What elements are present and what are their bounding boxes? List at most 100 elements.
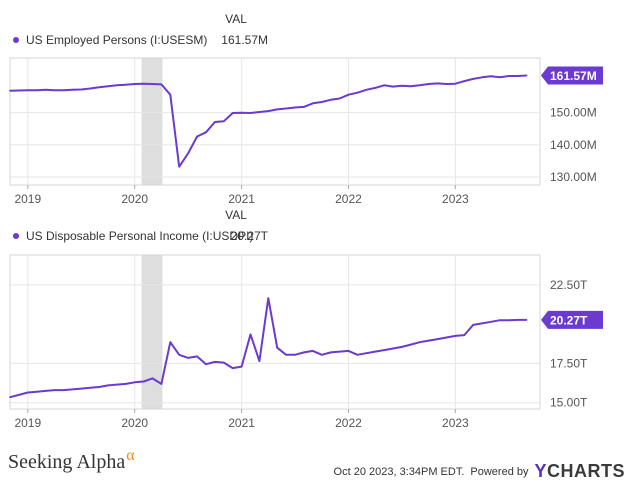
data-point (223, 120, 225, 123)
data-point (71, 89, 74, 91)
series-line (9, 74, 527, 168)
data-point (249, 333, 252, 336)
data-point (490, 75, 492, 78)
data-point (383, 349, 385, 351)
data-point (374, 350, 377, 353)
data-point (249, 112, 252, 114)
data-point (205, 363, 207, 366)
data-point (231, 367, 234, 369)
data-point (18, 394, 20, 396)
data-point (196, 355, 198, 358)
data-point (62, 389, 65, 391)
data-point (436, 82, 439, 85)
data-point (178, 354, 180, 356)
x-tick-label: 2021 (228, 192, 255, 206)
data-point (499, 319, 501, 322)
data-point (481, 76, 483, 79)
data-point (258, 360, 261, 362)
column-header: VAL (225, 208, 247, 222)
legend-series-name: US Employed Persons (I:USESM) (26, 33, 207, 47)
recession-band (141, 255, 163, 409)
data-point (71, 388, 74, 391)
y-tick-label: 17.50T (550, 356, 588, 370)
data-point (463, 334, 466, 336)
data-point (44, 89, 47, 91)
data-point (329, 351, 332, 354)
series-line (9, 297, 527, 399)
footer-attribution: Oct 20 2023, 3:34PM EDT. Powered by YCHA… (334, 461, 625, 482)
x-tick-label: 2019 (14, 416, 41, 430)
data-point (240, 111, 243, 114)
x-tick-label: 2022 (335, 192, 362, 206)
data-point (508, 319, 510, 322)
data-point (454, 82, 457, 85)
data-point (169, 341, 172, 344)
data-point (516, 319, 519, 321)
x-tick-label: 2020 (121, 192, 148, 206)
data-point (410, 343, 412, 346)
data-point (472, 324, 475, 326)
data-point (490, 321, 492, 323)
data-point (160, 383, 163, 385)
data-point (267, 110, 270, 112)
legend-series-value: 20.27T (231, 229, 269, 243)
x-tick-label: 2023 (442, 416, 469, 430)
data-point (214, 121, 216, 123)
data-point (418, 84, 421, 87)
data-point (321, 101, 323, 103)
data-point (525, 319, 528, 321)
data-point (472, 78, 475, 80)
data-point (365, 352, 368, 355)
last-value-flag (541, 66, 603, 85)
last-value-label: 161.57M (550, 69, 597, 83)
data-point (223, 361, 225, 364)
data-point (258, 111, 261, 113)
data-point (356, 91, 359, 94)
data-point (499, 76, 501, 79)
data-point (27, 89, 29, 91)
ycharts-logo: YCHARTS (534, 461, 625, 481)
data-point (374, 87, 377, 89)
legend-series-value: 161.57M (221, 33, 268, 47)
data-point (142, 82, 145, 85)
data-point (401, 346, 403, 348)
data-point (9, 90, 11, 92)
data-point (151, 377, 154, 380)
x-tick-label: 2020 (121, 416, 148, 430)
data-point (187, 357, 189, 359)
data-point (116, 383, 118, 386)
data-point (427, 83, 430, 85)
data-point (240, 365, 243, 368)
data-point (454, 335, 457, 337)
data-point (312, 350, 314, 352)
y-tick-label: 150.00M (550, 106, 597, 120)
data-point (285, 354, 287, 356)
data-point (98, 86, 100, 89)
x-tick-label: 2023 (442, 192, 469, 206)
data-point (516, 75, 519, 77)
data-point (205, 131, 207, 134)
data-point (338, 97, 341, 100)
data-point (267, 297, 270, 300)
data-point (214, 361, 216, 363)
powered-by-label: Powered by (470, 465, 529, 478)
data-point (312, 102, 314, 105)
data-point (321, 354, 323, 356)
data-point (392, 347, 394, 350)
data-point (231, 112, 234, 114)
data-point (508, 75, 510, 77)
legend-marker (13, 37, 19, 43)
data-point (160, 83, 163, 86)
data-point (410, 85, 412, 88)
data-point (89, 387, 91, 389)
data-point (80, 88, 83, 91)
data-point (133, 83, 136, 85)
data-point (196, 135, 198, 138)
data-point (276, 108, 279, 111)
data-point (18, 89, 20, 92)
data-point (178, 165, 180, 168)
y-tick-label: 15.00T (550, 396, 588, 410)
y-tick-label: 22.50T (550, 278, 588, 292)
seeking-alpha-logo: Seeking Alphaα (8, 447, 135, 473)
data-point (347, 93, 350, 96)
